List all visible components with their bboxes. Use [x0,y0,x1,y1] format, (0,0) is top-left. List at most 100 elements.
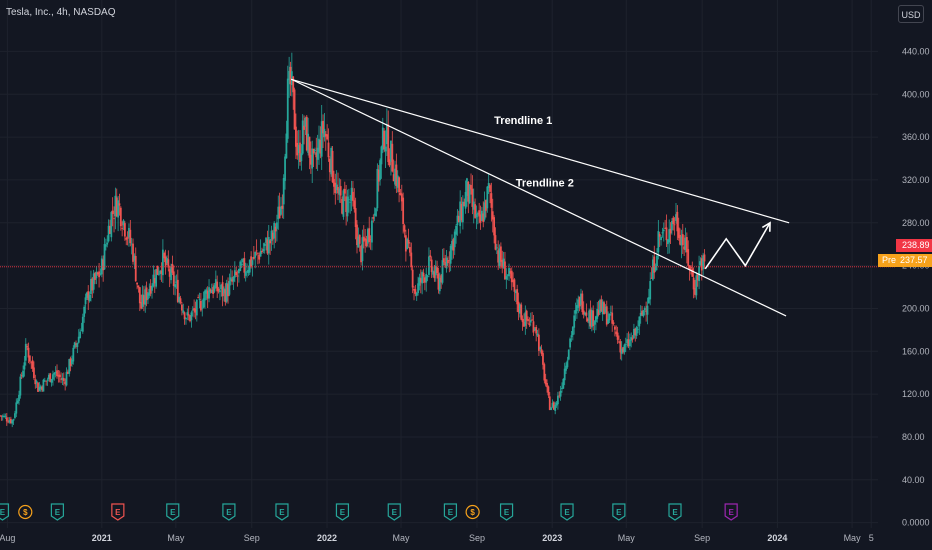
candle-body [536,333,539,336]
candle-body [555,402,558,406]
premarket-label: Pre [882,255,897,265]
candle-body [119,207,122,227]
candle-body [567,349,570,360]
candle-body [495,247,498,249]
candle-body [60,378,62,380]
candle-body [547,386,550,396]
candle-body [400,193,403,202]
candle-body [199,300,202,311]
candle-body [387,124,390,163]
candle-body [104,244,107,247]
candle-body [289,66,292,85]
candle-body [491,211,494,220]
candle-body [436,267,438,274]
candle-body [174,284,177,288]
premarket-price-tag: Pre 237.57 [878,254,932,267]
candle-body [331,150,334,183]
candle-body [556,395,559,405]
candle-body [212,287,215,294]
currency-button[interactable]: USD [898,5,924,23]
candle-body [22,370,24,378]
candle-body [210,289,213,294]
candle-body [149,285,152,294]
candle-body [254,251,257,258]
candle-body [479,214,482,223]
last-price-tag: 238.89 [896,239,932,252]
candle-body [38,387,41,391]
candle-body [350,187,353,201]
x-tick-label: 2021 [92,533,112,543]
candle-body [175,281,178,283]
candle-body [558,395,561,397]
candle-body [231,279,234,282]
candle-body [642,310,645,317]
candle-body [615,331,618,335]
candle-body [379,160,381,181]
candle-body [653,256,656,273]
candle-body [96,272,99,275]
event-label: $ [470,508,475,517]
candle-body [130,243,133,245]
candle-body [198,299,201,301]
candle-body [137,285,140,288]
candle-body [239,261,242,272]
candle-body [561,387,563,390]
candle-body [353,200,356,210]
candle-body [429,255,432,258]
candle-body [505,276,508,280]
candle-body [88,294,91,301]
candle-body [180,304,183,311]
candle-body [195,299,198,316]
y-tick-label: 160.00 [902,346,930,356]
candle-body [250,256,253,267]
candle-body [666,239,669,245]
candle-body [69,358,72,366]
candle-body [339,186,342,196]
candle-body [326,134,329,140]
candle-body [684,237,687,251]
candle-body [432,270,434,275]
candle-body [64,381,67,385]
candle-body [608,313,611,321]
candle-body [132,243,134,262]
candle-body [551,402,554,407]
candle-body [622,347,624,353]
candle-body [102,259,105,271]
candle-body [262,249,265,251]
candle-body [37,382,39,392]
candle-body [680,236,683,246]
candle-body [285,133,288,159]
candle-body [205,289,208,294]
candle-body [675,214,677,221]
candle-body [109,225,111,234]
chart-title: Tesla, Inc., 4h, NASDAQ [6,7,116,18]
candle-body [115,197,118,217]
candle-body [327,142,330,158]
candle-body [607,319,610,324]
candle-body [510,270,513,283]
candle-body [637,328,639,330]
candle-body [654,265,657,271]
candle-body [399,192,402,196]
candle-body [296,142,299,156]
candle-body [646,305,649,315]
candle-body [179,298,182,303]
earnings-event-icon [387,503,401,521]
candle-body [618,341,620,343]
candle-body [18,394,20,401]
candle-body [585,312,588,316]
candle-body [673,224,676,226]
candle-body [687,249,690,266]
candle-body [4,416,7,417]
candle-body [171,263,174,273]
candle-body [312,148,315,154]
candle-body [616,332,619,340]
candle-body [453,231,456,248]
candle-body [691,268,694,277]
candle-body [56,370,58,376]
candle-body [151,285,153,291]
candle-body [589,309,592,327]
candle-body [582,310,585,315]
candle-body [657,231,660,253]
